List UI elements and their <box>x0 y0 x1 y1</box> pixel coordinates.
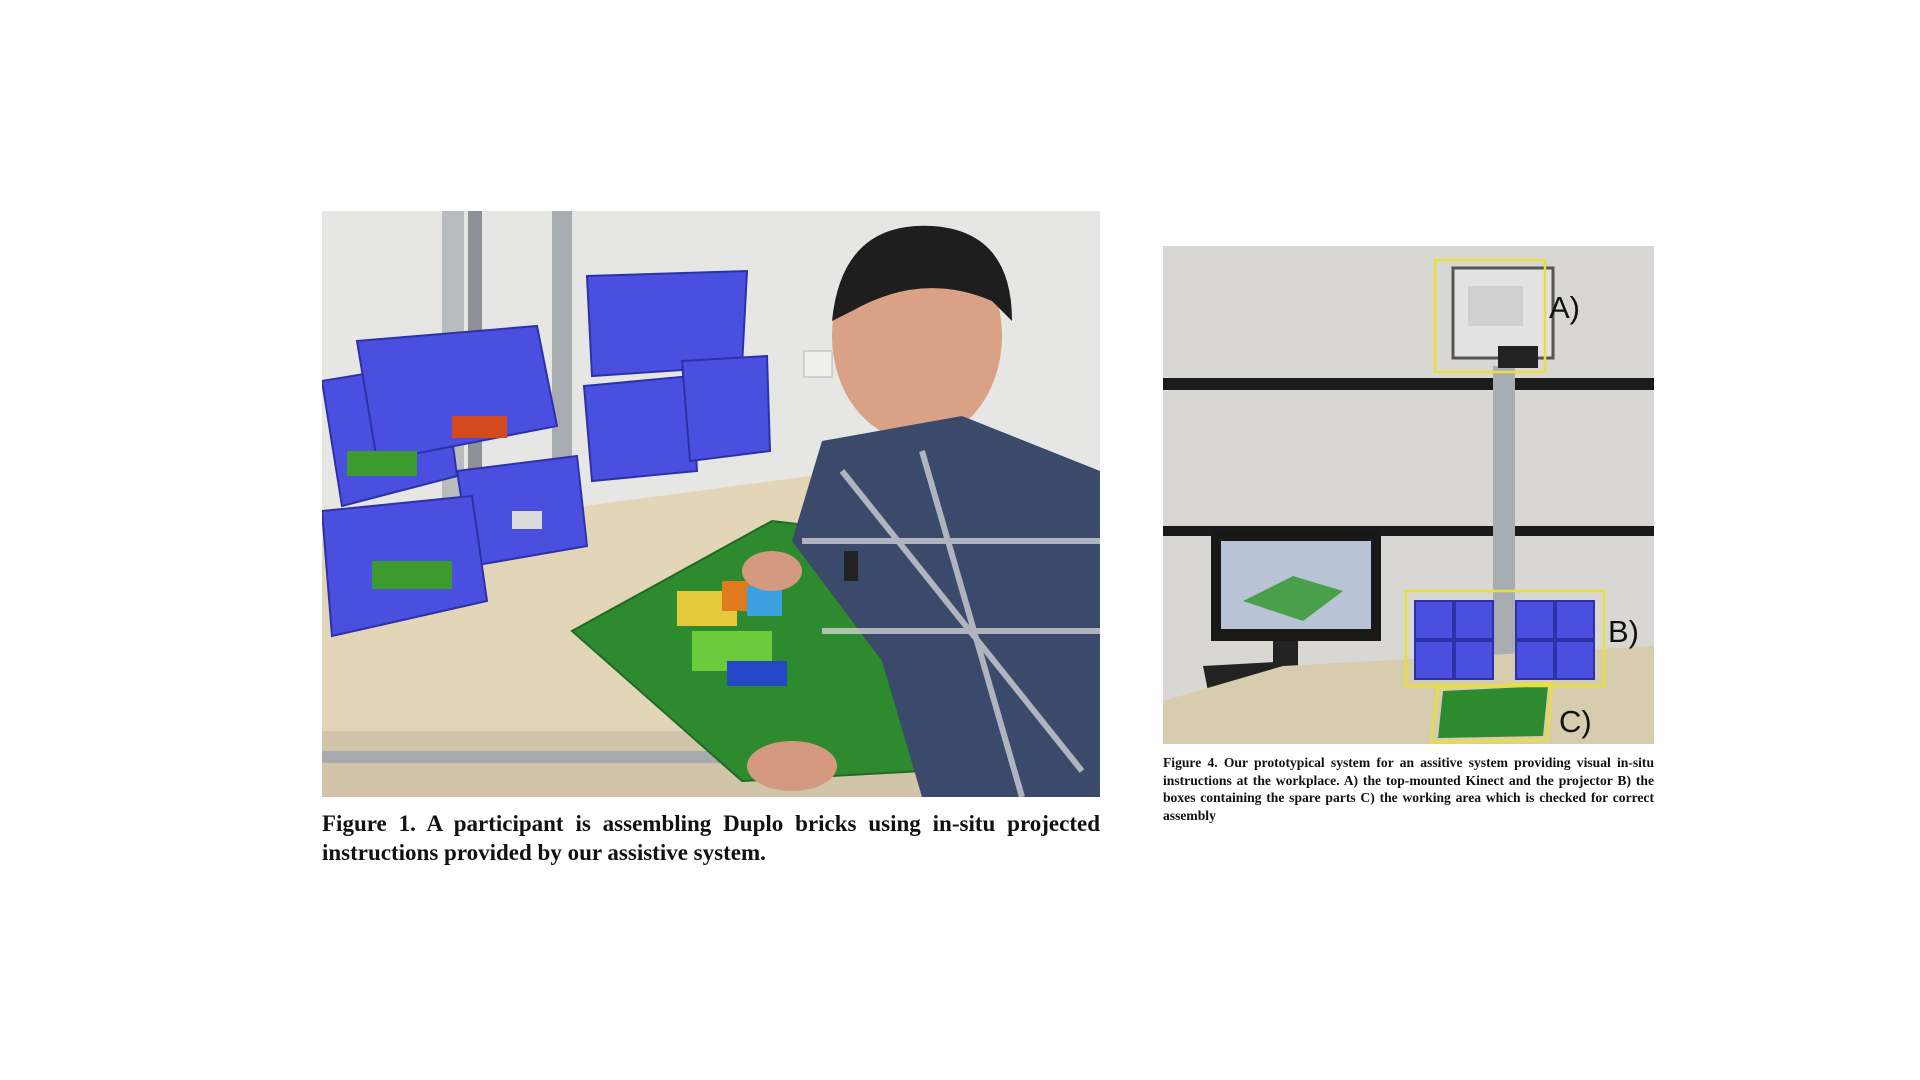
figure-4-photo: A) B) C) <box>1163 246 1654 744</box>
figure-1-photo <box>322 211 1100 797</box>
participant-photo <box>322 211 1100 797</box>
figure-1-caption: Figure 1. A participant is assembling Du… <box>322 811 1100 865</box>
figure-1: Figure 1. A participant is assembling Du… <box>322 211 1100 867</box>
callout-c-label: C) <box>1559 704 1592 739</box>
callout-a-label: A) <box>1549 290 1580 325</box>
figure-4-caption: Figure 4. Our prototypical system for an… <box>1163 755 1654 823</box>
prototype-photo <box>1163 246 1654 744</box>
figure-4: A) B) C) Figure 4. Our prototypical syst… <box>1163 246 1654 824</box>
callout-b-label: B) <box>1608 614 1639 649</box>
